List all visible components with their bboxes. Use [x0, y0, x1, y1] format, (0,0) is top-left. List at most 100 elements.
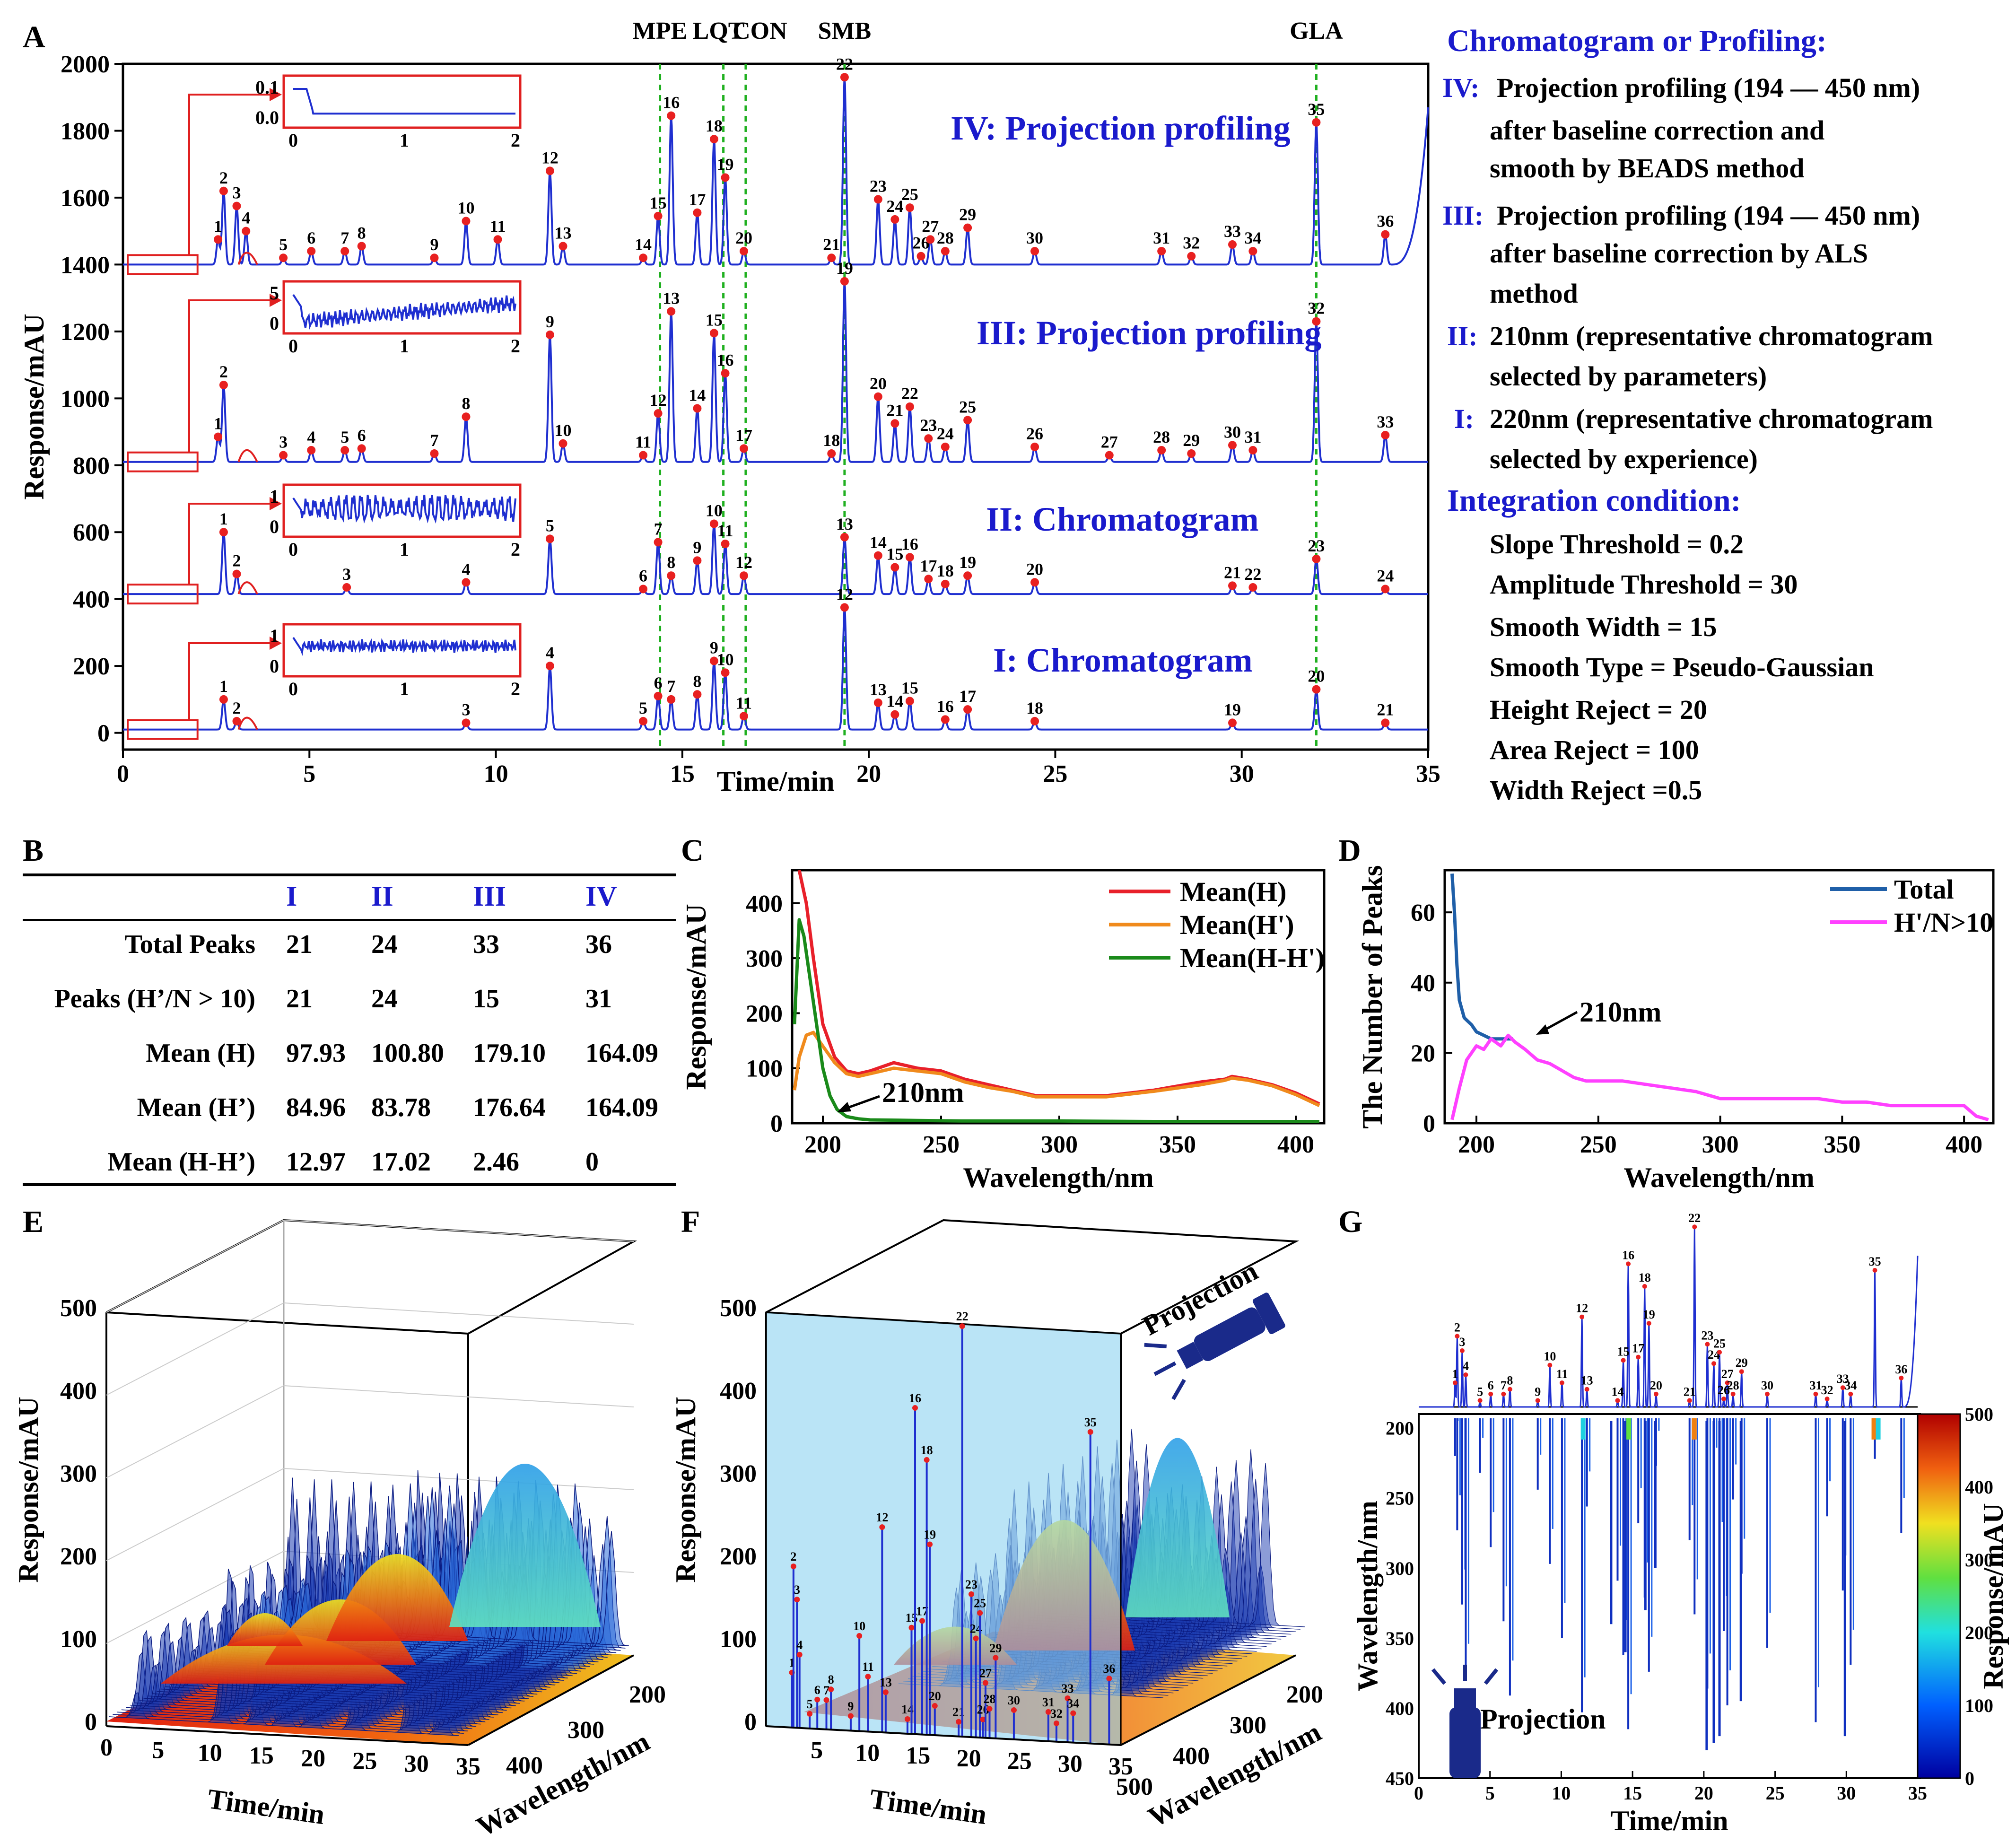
g-ytick-label: 200: [1386, 1418, 1414, 1439]
peak-label: 22: [1244, 565, 1261, 584]
inset-connector: [188, 503, 274, 585]
table-cell: 21: [286, 984, 313, 1013]
series-mean-h-h-: [793, 918, 1319, 1123]
peak-label: 20: [870, 374, 887, 393]
f-peak-marker: [924, 1457, 930, 1463]
g-peak-label: 31: [1809, 1379, 1822, 1392]
f-peak-label: 6: [814, 1683, 820, 1697]
inset-trace: [292, 294, 516, 330]
peak-marker: [667, 307, 676, 316]
peak-marker: [1187, 252, 1196, 261]
g-peak-label: 29: [1736, 1356, 1748, 1370]
peak-label: 6: [307, 228, 315, 247]
peak-label: 29: [1183, 431, 1200, 450]
peak-marker: [639, 716, 648, 725]
peak-marker: [693, 690, 702, 699]
peak-marker: [963, 416, 972, 425]
legend-mean-h: Mean(H): [1180, 876, 1287, 907]
peak-label: 31: [1153, 228, 1170, 247]
xtick-label: 300: [1041, 1131, 1078, 1158]
g-ctick-label: 300: [1965, 1549, 1993, 1571]
legend-i-line2: selected by experience): [1490, 444, 1758, 474]
peak-marker: [924, 434, 933, 443]
panel-e-xlabel: Time/min: [206, 1783, 327, 1830]
g-peak-label: 1: [1452, 1367, 1458, 1381]
condition-smooth-width: Smooth Width = 15: [1490, 611, 1717, 642]
peak-marker: [430, 253, 439, 262]
peak-label: 29: [959, 205, 976, 224]
panel-c-ylabel: Response/mAU: [681, 904, 712, 1090]
col-header-i: I: [286, 881, 297, 912]
peak-label: 4: [462, 559, 470, 578]
panel-c: C 200 250 300 350 400 0 100 200 300 400 Wavelengt…: [681, 833, 1326, 1193]
e-xtick: 10: [198, 1739, 222, 1766]
table-cell: 0: [585, 1147, 599, 1177]
panel-g-xlabel: Time/min: [1611, 1805, 1728, 1834]
legend-mean-hp: Mean(H'): [1180, 909, 1294, 940]
panel-e-zlabel: Response/mAU: [13, 1397, 44, 1582]
a-xtick-label: 25: [1043, 760, 1067, 787]
peak-label: 26: [913, 234, 930, 253]
inset-arrowhead: [270, 88, 282, 101]
f-ztick: 200: [720, 1543, 757, 1570]
peak-label: 15: [650, 193, 667, 212]
g-xtick-label: 35: [1908, 1782, 1927, 1804]
peak-label: 24: [937, 424, 954, 443]
panel-c-arrow: [844, 1095, 880, 1110]
f-peak-label: 16: [909, 1391, 921, 1405]
peak-label: 12: [735, 553, 752, 572]
g-peak-marker: [1488, 1391, 1493, 1397]
g-peak-label: 15: [1617, 1345, 1630, 1358]
peak-marker: [279, 451, 288, 460]
g-peak-label: 12: [1576, 1301, 1588, 1315]
peak-label: 14: [635, 235, 652, 254]
series-total: [1450, 873, 1513, 1041]
peak-label: 28: [1153, 428, 1170, 446]
g-peak-label: 21: [1684, 1385, 1696, 1398]
e-xaxis: [106, 1725, 469, 1746]
panel-d: D 200 250 300 350 400 0 20 40 60 Wavelength/nm T…: [1338, 833, 1995, 1193]
table-cell: 97.93: [286, 1039, 346, 1068]
trace-baseline-highlight: [237, 449, 258, 463]
g-peak-label: 20: [1650, 1379, 1662, 1392]
g-ctick-label: 400: [1965, 1476, 1993, 1498]
f-ytick: 300: [1230, 1712, 1266, 1739]
e-xtick: 15: [249, 1742, 274, 1769]
g-peak-label: 13: [1581, 1374, 1593, 1388]
f-peak-label: 12: [876, 1511, 888, 1524]
peak-marker: [340, 247, 349, 256]
panel-g-letter: G: [1338, 1205, 1362, 1239]
f-ytick: 200: [1286, 1681, 1323, 1708]
peak-label: 16: [901, 534, 918, 553]
peak-label: 18: [706, 116, 723, 135]
peak-marker: [840, 277, 849, 286]
a-xtick-label: 15: [670, 760, 695, 787]
g-peak-marker: [1621, 1358, 1626, 1363]
g-peak-marker: [1547, 1362, 1553, 1368]
peak-label: 9: [710, 638, 718, 657]
peak-label: 18: [823, 431, 840, 450]
a-ytick-label: 1800: [61, 118, 110, 145]
g-hotspot: [1876, 1418, 1881, 1440]
peak-marker: [559, 439, 567, 448]
panel-c-arrowhead: [837, 1102, 851, 1112]
inset-xtick: 1: [400, 678, 409, 699]
panel-d-plot: 200 250 300 350 400 0 20 40 60: [1411, 873, 1989, 1158]
f-projection-plane: [765, 1311, 1122, 1746]
g-peak-label: 3: [1459, 1335, 1465, 1349]
inset-connector: [188, 94, 274, 255]
table-row-label: Mean (H-H’): [107, 1147, 255, 1177]
panel-c-letter: C: [681, 833, 704, 868]
panel-g-colorbar-label: Response/mAU: [1978, 1503, 2009, 1689]
g-peak-label: 9: [1535, 1385, 1541, 1398]
table-cell: 164.09: [585, 1039, 658, 1068]
peak-label: 12: [836, 585, 853, 603]
peak-marker: [709, 329, 718, 338]
e-gridline: [106, 1302, 284, 1396]
e-yaxis: [468, 1654, 634, 1746]
table-cell: 176.64: [473, 1093, 546, 1122]
peak-marker: [905, 203, 914, 212]
legend-ii-line1: 210nm (representative chromatogram: [1490, 321, 1933, 351]
peak-marker: [1030, 247, 1039, 256]
trace-baseline-highlight: [237, 252, 258, 265]
